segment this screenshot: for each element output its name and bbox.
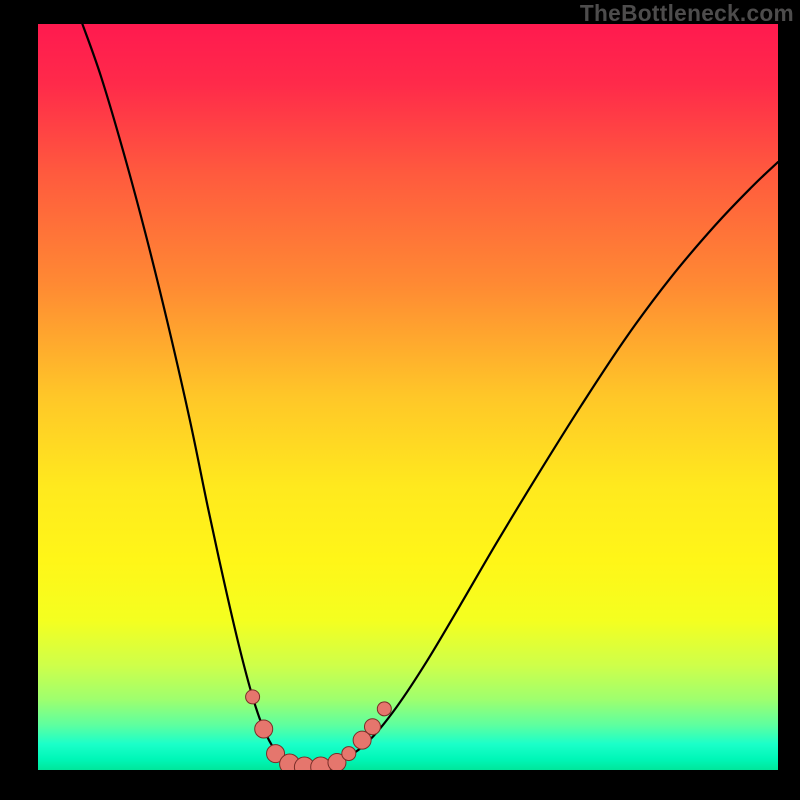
curve-marker — [342, 747, 356, 761]
curve-marker — [364, 719, 380, 735]
curve-marker — [246, 690, 260, 704]
gradient-background — [38, 24, 778, 770]
plot-area — [38, 24, 778, 770]
curve-marker — [377, 702, 391, 716]
watermark-text: TheBottleneck.com — [580, 0, 794, 27]
curve-marker — [255, 720, 273, 738]
plot-svg — [38, 24, 778, 770]
stage: TheBottleneck.com — [0, 0, 800, 800]
